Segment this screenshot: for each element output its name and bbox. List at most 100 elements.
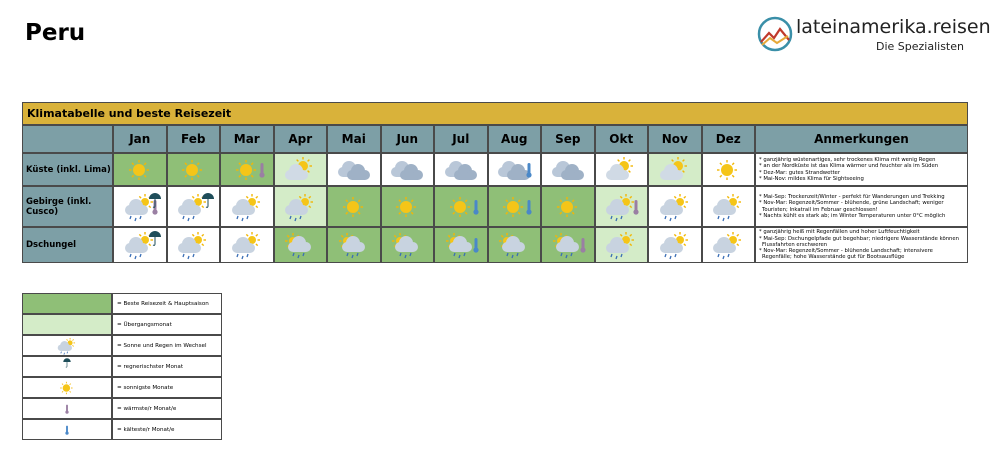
- sun-ray: [201, 233, 205, 237]
- weather-icon: [552, 233, 586, 259]
- sun-ray: [296, 158, 300, 162]
- thermometer: [65, 404, 69, 414]
- rain-drop: [399, 252, 402, 257]
- icon-part: [611, 173, 625, 180]
- rain-drop: [246, 215, 249, 219]
- icon-part: [633, 208, 639, 215]
- sun-ray: [670, 158, 674, 162]
- note: * ganzjährig wüstenartiges, sehr trocken…: [759, 156, 936, 163]
- icon-part: [664, 247, 678, 253]
- icon-part: [560, 246, 574, 252]
- sun: [140, 236, 149, 244]
- rain-drop: [404, 254, 407, 259]
- icon-part: [527, 162, 531, 174]
- sun: [247, 197, 256, 206]
- rain-drop: [182, 215, 185, 219]
- icon-part: [60, 346, 69, 351]
- note: * an der Nordküste ist das Klima wärmer …: [759, 163, 939, 170]
- icon-part: [129, 208, 143, 215]
- sun-ray: [72, 338, 74, 341]
- rain-drop: [506, 252, 509, 257]
- cloud: [659, 198, 683, 215]
- icon-part: [202, 192, 215, 199]
- cloud: [124, 198, 148, 215]
- sun-ray: [554, 234, 558, 238]
- rain-drop: [610, 215, 613, 219]
- logo-name: lateinamerika.reisen: [796, 16, 991, 38]
- weather-icon: [551, 160, 584, 180]
- icon-part: [65, 361, 68, 368]
- weather-icon: [499, 233, 526, 259]
- sun: [729, 197, 738, 206]
- sun-ray: [255, 204, 258, 208]
- sun-ray: [184, 161, 188, 165]
- icon-part: [183, 247, 197, 253]
- sun: [622, 197, 631, 206]
- sun: [67, 339, 73, 345]
- weather-icon: [713, 232, 742, 260]
- rain-drop: [727, 253, 730, 258]
- sun-ray: [250, 161, 254, 165]
- sun-ray: [238, 174, 241, 178]
- thermometer: [526, 162, 532, 178]
- notes-cell: * ganzjährig wüstenartiges, sehr trocken…: [755, 153, 968, 186]
- legend-symbol: [22, 314, 112, 335]
- climate-cell: [434, 153, 488, 186]
- thermometer: [473, 199, 479, 215]
- icon-part: [473, 247, 479, 253]
- sun-ray: [61, 390, 64, 393]
- rain-drop: [129, 215, 132, 219]
- sun-ray: [307, 158, 311, 162]
- sun-ray: [628, 158, 632, 162]
- sun-ray: [148, 204, 151, 208]
- rain-drop: [241, 255, 244, 260]
- weather-icon: [285, 156, 313, 180]
- climate-cell: [380, 153, 434, 186]
- sun-ray: [398, 211, 402, 215]
- cloud: [285, 163, 309, 180]
- rain-drop: [182, 253, 185, 258]
- climate-cell: [113, 227, 167, 263]
- legend-text: = Übergangsmonat: [112, 314, 222, 335]
- sun-ray: [299, 195, 302, 199]
- sun-ray: [192, 195, 195, 199]
- climate-cell: [487, 153, 541, 186]
- weather-icon: [231, 232, 260, 260]
- icon-part: [580, 247, 586, 253]
- icon-part: [664, 173, 678, 180]
- icon-part: [290, 173, 304, 180]
- icon-part: [664, 208, 678, 215]
- icon-part: [236, 247, 250, 253]
- sun-ray: [732, 174, 735, 178]
- weather-icon: [235, 159, 265, 180]
- weather-icon: [128, 159, 149, 180]
- cloud: [285, 198, 309, 215]
- rain-drop: [669, 217, 672, 221]
- logo-mountain: [761, 35, 789, 46]
- rain-drop: [292, 252, 295, 257]
- header-cell: [22, 125, 113, 153]
- row-label: Dschungel: [22, 227, 113, 263]
- icon-part: [458, 173, 472, 180]
- climate-cell: [487, 186, 541, 227]
- sun-ray: [197, 161, 200, 165]
- sun: [247, 236, 256, 244]
- cloud: [453, 163, 477, 180]
- weather-icon: [342, 196, 363, 217]
- weather-icon: [449, 196, 479, 217]
- climate-cell: [220, 186, 274, 227]
- sun-ray: [61, 382, 64, 385]
- icon-part: [66, 425, 68, 432]
- thermometer: [633, 199, 639, 215]
- thermometer: [473, 238, 479, 253]
- cloud: [400, 163, 424, 180]
- climate-cell: [327, 186, 381, 227]
- sun: [140, 197, 149, 206]
- climate-cell: [541, 153, 595, 186]
- icon-part: [526, 208, 532, 215]
- weather-icon: [392, 233, 419, 259]
- sun-ray: [308, 204, 312, 208]
- umbrella: [148, 231, 161, 246]
- climate-cell: [594, 153, 648, 186]
- note: * Mai-Sep: Dschungelpfade gut begehbar; …: [759, 235, 960, 248]
